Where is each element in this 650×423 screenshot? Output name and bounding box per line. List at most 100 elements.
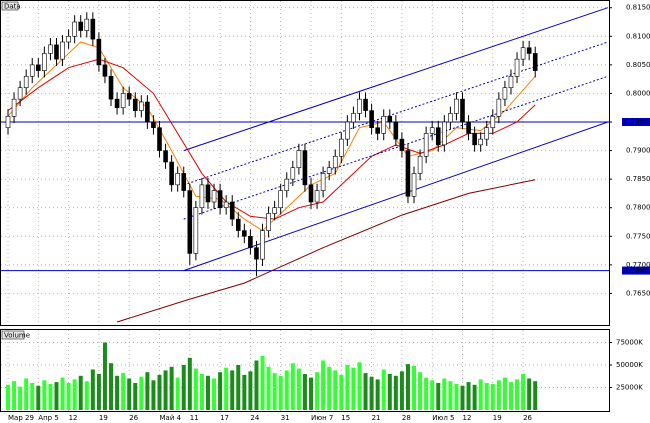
volume-title-box [1, 330, 25, 340]
candle-body [120, 93, 126, 109]
volume-bar [315, 372, 320, 410]
volume-bar [48, 383, 53, 410]
volume-bar [151, 380, 156, 410]
volume-bar [478, 379, 483, 410]
volume-tick-label: 50000K [616, 361, 643, 369]
price-pane [0, 0, 610, 326]
title-box [1, 1, 19, 11]
volume-bar [236, 365, 241, 410]
overlay-line [183, 75, 609, 220]
candle-body [351, 113, 356, 123]
volume-bar [109, 363, 114, 410]
volume-bar [260, 356, 265, 410]
candle-body [132, 98, 138, 111]
candle-body [169, 161, 174, 186]
x-tick-label: 11 [190, 414, 199, 422]
candle-body [187, 190, 193, 254]
y-tick-label: 0.8100 [626, 32, 650, 40]
volume-bar [290, 363, 295, 410]
candle-body [84, 18, 90, 31]
volume-bar [96, 374, 101, 410]
volume-bar [418, 372, 423, 410]
volume-bar [42, 380, 47, 410]
candle-body [29, 64, 35, 77]
volume-bar [30, 383, 35, 410]
volume-bar [272, 373, 277, 410]
volume-bar [115, 375, 120, 410]
candle-body [442, 121, 447, 146]
volume-bar [248, 371, 253, 410]
x-tick-label: 12 [69, 414, 78, 422]
candle-body [417, 155, 423, 174]
volume-bar [218, 372, 223, 410]
volume-bar [327, 366, 332, 410]
candle-body [345, 121, 350, 140]
candle-body [308, 184, 314, 203]
candle-body [290, 167, 296, 180]
volume-bar [36, 385, 41, 410]
candle-body [520, 47, 526, 60]
candle-body [5, 115, 11, 129]
candle-body [363, 98, 368, 111]
candle-body [278, 190, 284, 209]
candle-body [72, 21, 77, 37]
volume-bar [18, 386, 23, 410]
candle-body [514, 58, 520, 77]
volume-bar [436, 383, 441, 410]
volume-bar [496, 380, 501, 410]
candle-body [326, 167, 332, 174]
volume-bar [175, 377, 180, 410]
volume-bar [12, 381, 17, 410]
x-tick-label: 19 [493, 414, 502, 422]
volume-bar [430, 380, 435, 410]
y-tick-label: 0.7850 [626, 175, 650, 183]
volume-bar [309, 377, 313, 410]
volume-bar [139, 376, 144, 410]
volume-bar [472, 384, 477, 410]
candle-body [11, 98, 17, 117]
volume-bar [484, 383, 489, 410]
volume-bar [296, 368, 301, 410]
volume-tick-label: 25000K [616, 384, 643, 392]
volume-bar [60, 377, 65, 410]
candle-body [411, 173, 417, 197]
volume-bar [357, 362, 362, 410]
y-tick-label: 0.7700 [626, 261, 650, 269]
volume-bar [187, 357, 192, 410]
volume-bar [199, 374, 204, 410]
candle-body [454, 98, 459, 114]
candle-body [460, 98, 465, 123]
candle-body [338, 138, 344, 157]
candle-body [199, 184, 205, 209]
overlay-line [183, 7, 609, 152]
candle-body [211, 190, 217, 203]
candle-body [126, 93, 132, 100]
candle-body [235, 218, 241, 231]
volume-bar [375, 379, 380, 410]
candle-body [260, 230, 265, 260]
y-tick-label: 0.7800 [626, 204, 650, 212]
candle-body [145, 101, 150, 123]
volume-bar [224, 367, 229, 410]
volume-bar [278, 375, 283, 410]
volume-bar [157, 374, 162, 410]
volume-bar [393, 375, 398, 410]
level-label: 0.7690 [624, 267, 649, 275]
volume-bar [442, 378, 447, 410]
candle-body [448, 113, 453, 123]
volume-bar [351, 367, 356, 410]
volume-bar [454, 383, 459, 410]
volume-bar [169, 366, 174, 410]
candle-body [23, 75, 29, 89]
x-tick-label: 21 [372, 414, 381, 422]
volume-bar [321, 360, 326, 410]
candle-body [272, 207, 277, 214]
candle-body [484, 127, 490, 140]
x-tick-label: 15 [341, 414, 350, 422]
volume-bar [339, 374, 344, 410]
candle-body [157, 127, 162, 151]
candle-body [314, 190, 320, 203]
volume-bar [121, 373, 126, 410]
x-tick-label: 28 [402, 414, 411, 422]
candle-body [48, 44, 53, 54]
